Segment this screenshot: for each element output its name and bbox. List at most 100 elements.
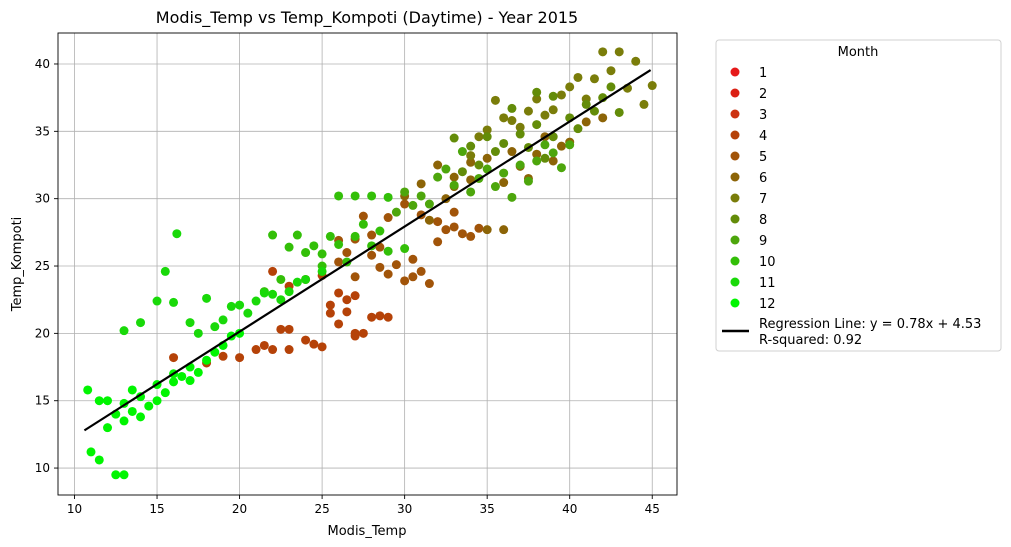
legend-label: 11: [759, 276, 776, 291]
data-point: [383, 213, 393, 223]
data-point: [400, 244, 410, 254]
data-point: [449, 133, 459, 143]
legend-label: 3: [759, 108, 767, 123]
legend-swatch: [730, 277, 740, 287]
data-point: [441, 225, 451, 235]
data-point: [177, 371, 187, 381]
data-point: [499, 113, 509, 123]
data-point: [532, 94, 542, 104]
data-point: [532, 120, 542, 130]
data-point: [507, 192, 517, 202]
series-month-12: [83, 328, 245, 480]
data-point: [490, 95, 500, 105]
data-point: [540, 110, 550, 120]
data-point: [466, 141, 476, 151]
data-point: [548, 91, 558, 101]
data-point: [499, 178, 509, 188]
data-point: [160, 266, 170, 276]
legend-label: 9: [759, 234, 767, 249]
data-point: [507, 147, 517, 157]
legend-swatch: [730, 130, 740, 140]
data-point: [367, 191, 377, 201]
x-tick-label: 20: [232, 502, 247, 516]
data-point: [243, 308, 253, 318]
data-point: [474, 223, 484, 233]
data-point: [172, 229, 182, 239]
data-point: [507, 103, 517, 113]
data-point: [614, 107, 624, 117]
data-point: [235, 353, 245, 363]
data-point: [251, 345, 261, 355]
data-point: [94, 455, 104, 465]
data-point: [598, 113, 608, 123]
x-tick-label: 40: [562, 502, 577, 516]
legend-label: 4: [759, 129, 767, 144]
data-point: [218, 351, 228, 361]
data-point: [589, 106, 599, 116]
data-point: [581, 117, 591, 127]
series-month-10: [259, 191, 410, 297]
data-point: [408, 254, 418, 264]
data-point: [152, 296, 162, 306]
data-point: [317, 249, 327, 259]
data-point: [317, 342, 327, 352]
data-point: [284, 324, 294, 334]
data-point: [383, 192, 393, 202]
data-point: [367, 250, 377, 260]
data-point: [383, 269, 393, 279]
data-point: [235, 300, 245, 310]
data-point: [589, 74, 599, 84]
data-point: [350, 231, 360, 241]
legend-swatch: [730, 235, 740, 245]
legend-label: 12: [759, 297, 776, 312]
legend-label: 5: [759, 150, 767, 165]
data-point: [127, 385, 137, 395]
data-point: [449, 180, 459, 190]
data-point: [202, 355, 212, 365]
data-point: [334, 257, 344, 267]
data-point: [383, 312, 393, 322]
data-point: [457, 147, 467, 157]
data-point: [391, 207, 401, 217]
x-tick-label: 30: [397, 502, 412, 516]
x-axis-ticks: 10 15 20 25 30 35 40 45: [67, 495, 660, 516]
y-axis-ticks: 10 15 20 25 30 35 40: [35, 57, 58, 475]
data-point: [647, 81, 657, 91]
data-point: [342, 248, 352, 258]
data-point: [375, 311, 385, 321]
data-point: [292, 277, 302, 287]
data-point: [482, 225, 492, 235]
chart-title: Modis_Temp vs Temp_Kompoti (Daytime) - Y…: [156, 8, 578, 28]
data-point: [449, 222, 459, 232]
data-point: [334, 239, 344, 249]
data-point: [193, 367, 203, 377]
data-point: [400, 276, 410, 286]
data-point: [152, 396, 162, 406]
legend-swatch: [730, 256, 740, 266]
data-point: [416, 179, 426, 189]
data-point: [565, 140, 575, 150]
data-point: [490, 182, 500, 192]
data-point: [383, 246, 393, 256]
data-point: [193, 328, 203, 338]
data-point: [226, 301, 236, 311]
data-point: [449, 172, 459, 182]
legend-regression-label: Regression Line: y = 0.78x + 4.53: [759, 317, 981, 332]
data-point: [325, 308, 335, 318]
data-point: [119, 470, 129, 480]
data-point: [358, 211, 368, 221]
data-point: [276, 324, 286, 334]
legend-swatch: [730, 298, 740, 308]
data-point: [276, 274, 286, 284]
data-point: [284, 287, 294, 297]
data-point: [251, 296, 261, 306]
data-point: [334, 191, 344, 201]
legend-title: Month: [838, 45, 879, 60]
data-point: [284, 345, 294, 355]
data-point: [523, 176, 533, 186]
data-point: [556, 90, 566, 100]
plot-frame: [57, 32, 678, 496]
y-tick-label: 10: [35, 461, 50, 475]
legend-label: 6: [759, 171, 767, 186]
